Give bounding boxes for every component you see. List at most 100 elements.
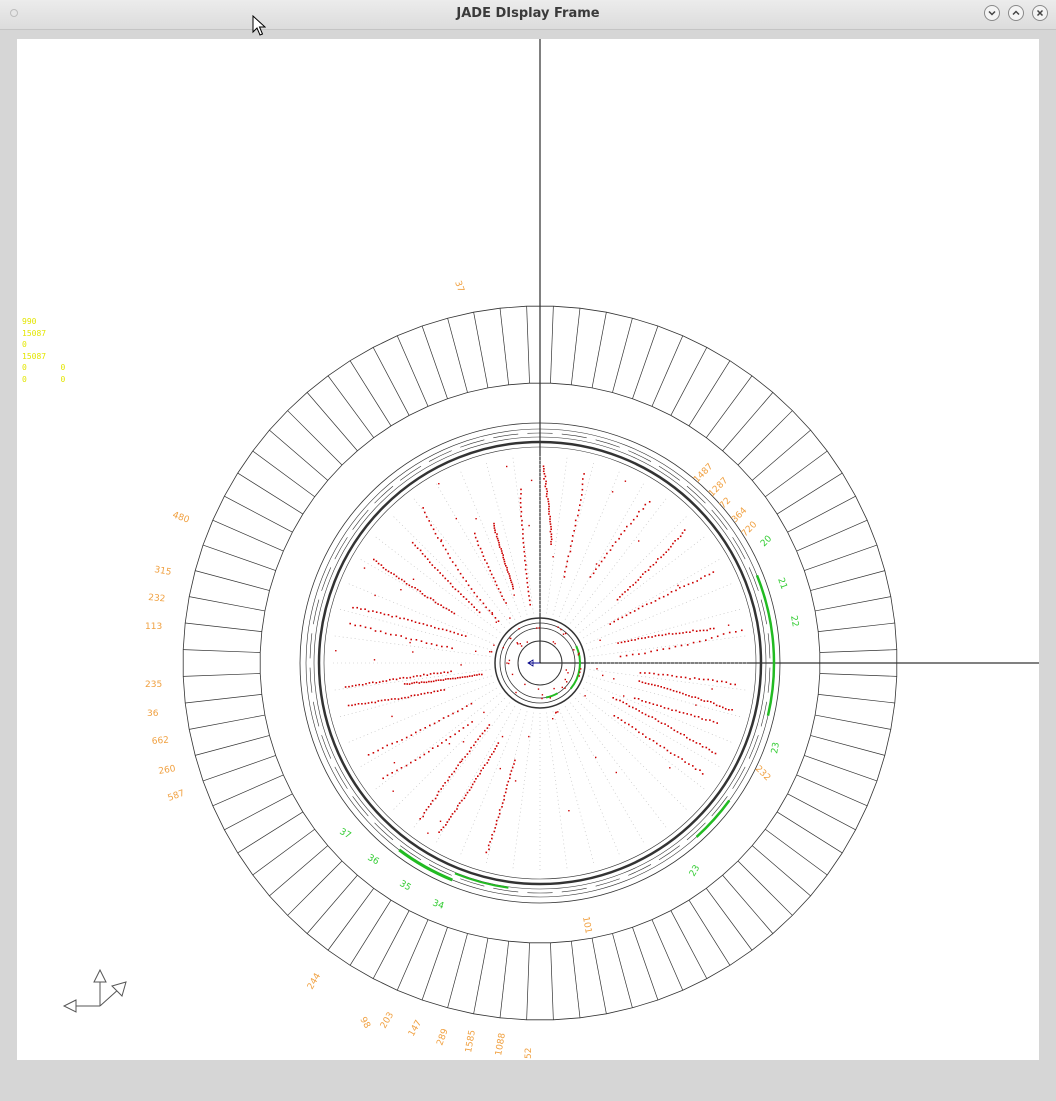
hit-point — [457, 590, 460, 593]
hit-point — [442, 679, 445, 681]
hit-point — [627, 640, 630, 642]
info-line: 990 — [22, 317, 37, 326]
hit-point — [509, 637, 511, 639]
calorimeter-block-edge — [591, 938, 607, 1014]
tof-counter — [352, 509, 369, 530]
tof-label: 34 — [431, 898, 445, 911]
energy-label: 315 — [153, 565, 172, 578]
hit-point — [678, 632, 681, 635]
hit-point — [693, 677, 696, 679]
hit-point — [503, 798, 505, 801]
hit-point — [402, 676, 405, 679]
hit-point — [507, 780, 510, 783]
hit-point — [667, 707, 670, 710]
hit-point — [375, 560, 378, 562]
hit-point — [373, 659, 376, 661]
hit-point — [493, 525, 495, 527]
hit-point — [620, 641, 623, 644]
hit-point — [527, 590, 530, 593]
calorimeter-block-edge — [810, 570, 885, 591]
calorimeter-block-edge — [189, 714, 265, 730]
hit-point — [432, 680, 435, 683]
hit-point — [477, 738, 479, 741]
hit-point — [503, 598, 505, 601]
hit-point — [501, 802, 504, 804]
hit-point — [488, 609, 491, 612]
hit-point — [702, 629, 705, 632]
tof-label: 35 — [398, 879, 413, 893]
hit-point — [511, 583, 514, 586]
hit-point — [497, 620, 500, 622]
hit-point — [592, 572, 595, 575]
hit-point — [501, 735, 504, 738]
hit-point — [400, 697, 403, 700]
hit-point — [644, 682, 647, 684]
hit-point — [493, 644, 495, 646]
hit-point — [552, 556, 554, 558]
hit-point — [651, 683, 653, 686]
hit-point — [644, 637, 646, 639]
hit-point — [391, 615, 393, 618]
track-hits — [335, 465, 743, 854]
hit-point — [416, 588, 419, 591]
hit-point — [457, 568, 459, 571]
close-button[interactable] — [1032, 5, 1048, 21]
hit-point — [423, 673, 425, 676]
maximize-button[interactable] — [1008, 5, 1024, 21]
chamber-sector-line — [552, 460, 595, 615]
hit-point — [442, 785, 444, 787]
hit-point — [666, 687, 669, 690]
hit-point — [430, 692, 432, 694]
hit-point — [680, 676, 682, 678]
hit-point — [489, 841, 491, 843]
window-titlebar[interactable]: JADE DIsplay Frame — [0, 0, 1056, 30]
hit-point — [421, 593, 424, 595]
hit-point — [410, 638, 412, 641]
event-display-canvas[interactable]: 37 480 315 232 113 235 36 662 260 587 1487 1287 72 36… — [17, 39, 1039, 1060]
hit-point — [444, 577, 447, 580]
calorimeter-block-edge — [526, 942, 530, 1020]
calorimeter-block-edge — [550, 942, 554, 1020]
close-icon — [1036, 9, 1044, 17]
hit-point — [671, 633, 674, 635]
hit-point — [480, 769, 482, 772]
window-menu-icon[interactable] — [10, 9, 18, 17]
hit-point — [707, 678, 709, 681]
hit-point — [638, 731, 640, 734]
tof-hit-arc — [755, 574, 776, 716]
hit-point — [541, 694, 544, 696]
hit-point — [497, 742, 500, 744]
hit-point — [659, 745, 662, 747]
minimize-button[interactable] — [984, 5, 1000, 21]
hit-point — [699, 629, 701, 632]
hit-point — [571, 540, 573, 542]
hit-point — [399, 617, 401, 620]
hit-point — [423, 753, 426, 756]
calorimeter-block-edge — [224, 495, 293, 533]
hit-point — [427, 806, 430, 808]
hit-point — [672, 542, 674, 545]
hit-point — [524, 683, 526, 686]
hit-point — [458, 802, 461, 804]
hit-point — [650, 650, 652, 653]
hit-point — [437, 745, 439, 747]
hit-point — [439, 820, 442, 822]
chamber-sector-line — [391, 514, 505, 628]
hit-point — [453, 770, 456, 773]
hit-point — [430, 680, 433, 683]
hit-point — [457, 764, 459, 767]
hit-point — [524, 568, 527, 571]
hit-point — [372, 681, 374, 684]
hit-point — [419, 756, 421, 759]
hit-point — [624, 721, 626, 724]
hit-point — [468, 675, 471, 677]
hit-point — [655, 561, 657, 564]
hit-point — [368, 682, 371, 684]
hit-point — [639, 672, 642, 674]
tof-hit-arc — [545, 692, 558, 699]
hit-point — [644, 713, 647, 716]
hit-point — [692, 641, 695, 644]
hit-point — [727, 624, 730, 626]
hit-point — [445, 824, 447, 826]
hit-point — [494, 529, 496, 531]
